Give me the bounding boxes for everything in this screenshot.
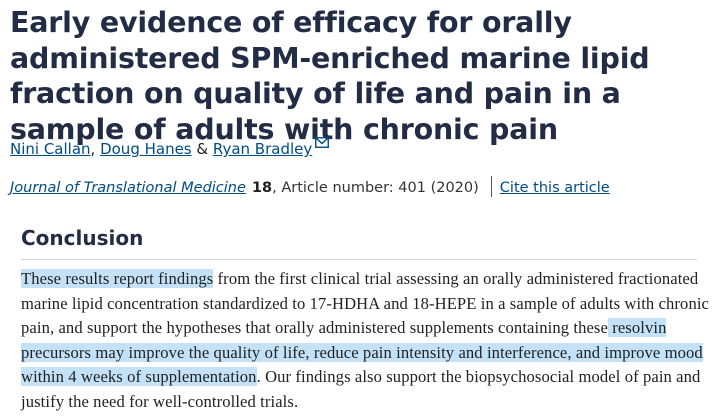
author-link-0[interactable]: Nini Callan <box>10 140 91 158</box>
envelope-icon[interactable] <box>315 134 330 152</box>
conclusion-paragraph: These results report findings from the f… <box>21 267 711 414</box>
section-heading-conclusion: Conclusion <box>21 226 144 250</box>
author-link-2[interactable]: Ryan Bradley <box>212 140 313 158</box>
article-number: , Article number: 401 (2020) <box>272 180 479 196</box>
cite-article-link[interactable]: Cite this article <box>499 180 610 196</box>
article-meta: Journal of Translational Medicine 18, Art… <box>10 176 610 197</box>
author-separator-0: , <box>90 140 101 158</box>
author-list: Nini Callan, Doug Hanes & Ryan Bradley <box>10 134 330 158</box>
author-link-1[interactable]: Doug Hanes <box>100 140 192 158</box>
highlighted-text: These results report findings <box>21 269 214 288</box>
paragraph-text: . Our findings also support the biopsych… <box>21 367 701 411</box>
section-divider <box>21 259 697 260</box>
paragraph-text: from the first clinical trial assessing … <box>21 269 710 337</box>
meta-divider <box>490 176 492 197</box>
volume-number: 18 <box>251 180 273 196</box>
journal-link[interactable]: Journal of Translational Medicine <box>10 180 246 196</box>
author-separator-1: & <box>191 140 213 158</box>
article-title: Early evidence of efficacy for orally ad… <box>10 6 650 146</box>
